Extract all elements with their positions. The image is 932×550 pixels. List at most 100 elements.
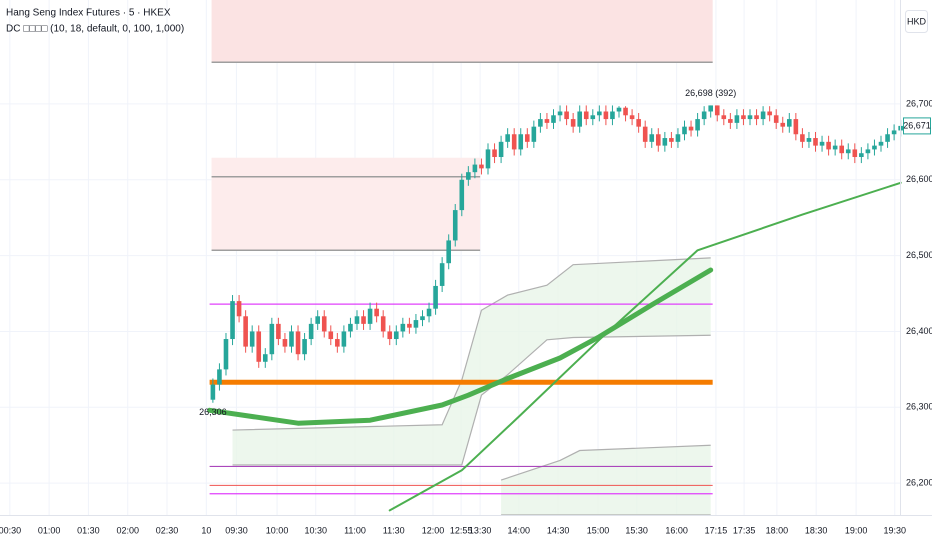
candle-body <box>210 384 216 400</box>
candle-body <box>721 115 727 120</box>
candle-body <box>302 339 307 355</box>
indicator-line <box>207 267 714 426</box>
candle-body <box>669 138 674 142</box>
candle-body <box>433 285 438 309</box>
candle-body <box>236 301 242 317</box>
candle-body <box>623 107 628 116</box>
candle-body <box>420 316 425 321</box>
candle-body <box>282 339 288 347</box>
candle-body <box>518 134 524 150</box>
candle-body <box>603 111 609 120</box>
zones <box>211 0 713 251</box>
candle-body <box>544 119 550 123</box>
candle-body <box>787 119 792 127</box>
candle-body <box>276 323 281 340</box>
indicator-line <box>388 181 902 512</box>
candle-body <box>321 316 327 332</box>
grid <box>0 0 900 515</box>
candle-body <box>407 323 412 328</box>
candle-body <box>655 134 661 146</box>
candle-body <box>885 134 890 142</box>
band-fill <box>232 257 711 465</box>
candle-body <box>747 115 753 120</box>
candle-body <box>629 115 635 120</box>
zone <box>211 157 481 251</box>
x-tick-label: 18:00 <box>766 525 789 535</box>
candle-body <box>361 316 366 324</box>
candle-body <box>878 141 884 146</box>
candle-body <box>354 316 360 324</box>
labels: 26,200 26,300 26,400 26,500 26,600 26,700 00:3… <box>0 88 932 536</box>
candle-body <box>531 126 537 142</box>
candle-body <box>459 179 465 211</box>
x-tick-label: 19:00 <box>845 525 868 535</box>
candle-body <box>348 323 353 332</box>
candle-body <box>367 308 373 324</box>
x-tick-label: 15:00 <box>587 525 610 535</box>
x-tick-label: 09:30 <box>225 525 248 535</box>
candle-body <box>511 134 517 150</box>
candle-body <box>734 115 740 123</box>
x-tick-label: 16:00 <box>665 525 688 535</box>
x-tick-label: 00:30 <box>0 525 21 535</box>
x-tick-label: 10:00 <box>266 525 289 535</box>
currency-label[interactable]: HKD <box>907 16 927 26</box>
candle-body <box>806 138 812 142</box>
candle-body <box>590 115 596 120</box>
candle-body <box>341 331 347 347</box>
currency-button[interactable] <box>905 10 928 33</box>
candle-body <box>524 134 530 142</box>
candle-body <box>610 111 615 120</box>
candle-body <box>832 145 838 150</box>
candle-body <box>479 164 484 169</box>
y-tick-label: 26,500 <box>906 250 932 260</box>
candle-body <box>636 119 641 127</box>
candle-body <box>839 145 845 154</box>
candle-body <box>230 301 235 340</box>
candle-body <box>551 115 556 123</box>
candle-body <box>662 138 668 146</box>
candle-body <box>845 149 851 154</box>
x-tick-label: 01:30 <box>77 525 100 535</box>
band-upper <box>232 257 711 431</box>
y-tick-label: 26,300 <box>906 402 932 412</box>
candle-body <box>492 149 497 158</box>
candle-body <box>826 141 831 150</box>
candle-body <box>446 240 451 264</box>
x-tick-label: 18:30 <box>805 525 828 535</box>
candle-body <box>701 111 707 120</box>
x-tick-label: 10 <box>201 525 211 535</box>
candle-body <box>269 323 275 355</box>
x-tick-label: 14:30 <box>547 525 570 535</box>
candle-body <box>708 105 713 112</box>
candle-body <box>741 115 746 120</box>
candle-body <box>577 111 582 127</box>
x-tick-label: 02:00 <box>116 525 139 535</box>
candle-body <box>328 331 334 340</box>
candle-body <box>688 126 694 131</box>
horizontal-lines <box>209 61 713 495</box>
candle-body <box>773 115 779 123</box>
candle-body <box>682 126 687 135</box>
candle-body <box>793 119 799 135</box>
candle-body <box>223 339 229 370</box>
candle-body <box>413 320 419 328</box>
candle-body <box>308 323 314 340</box>
candle-body <box>675 134 681 142</box>
x-tick-label: 15:30 <box>625 525 648 535</box>
price-annotation: 26,698 (392) <box>685 88 736 98</box>
candle-body <box>439 263 445 286</box>
candle-body <box>872 145 877 150</box>
candle-body <box>335 339 340 347</box>
candle-body <box>217 369 222 385</box>
candle-body <box>426 308 432 317</box>
candle-body <box>256 331 262 362</box>
candle-body <box>583 111 589 120</box>
candle-body <box>642 126 648 142</box>
zone <box>211 0 713 63</box>
x-tick-label: 10:30 <box>304 525 327 535</box>
candle-body <box>557 111 563 116</box>
candle-body <box>564 111 569 120</box>
candle-body <box>649 134 655 142</box>
